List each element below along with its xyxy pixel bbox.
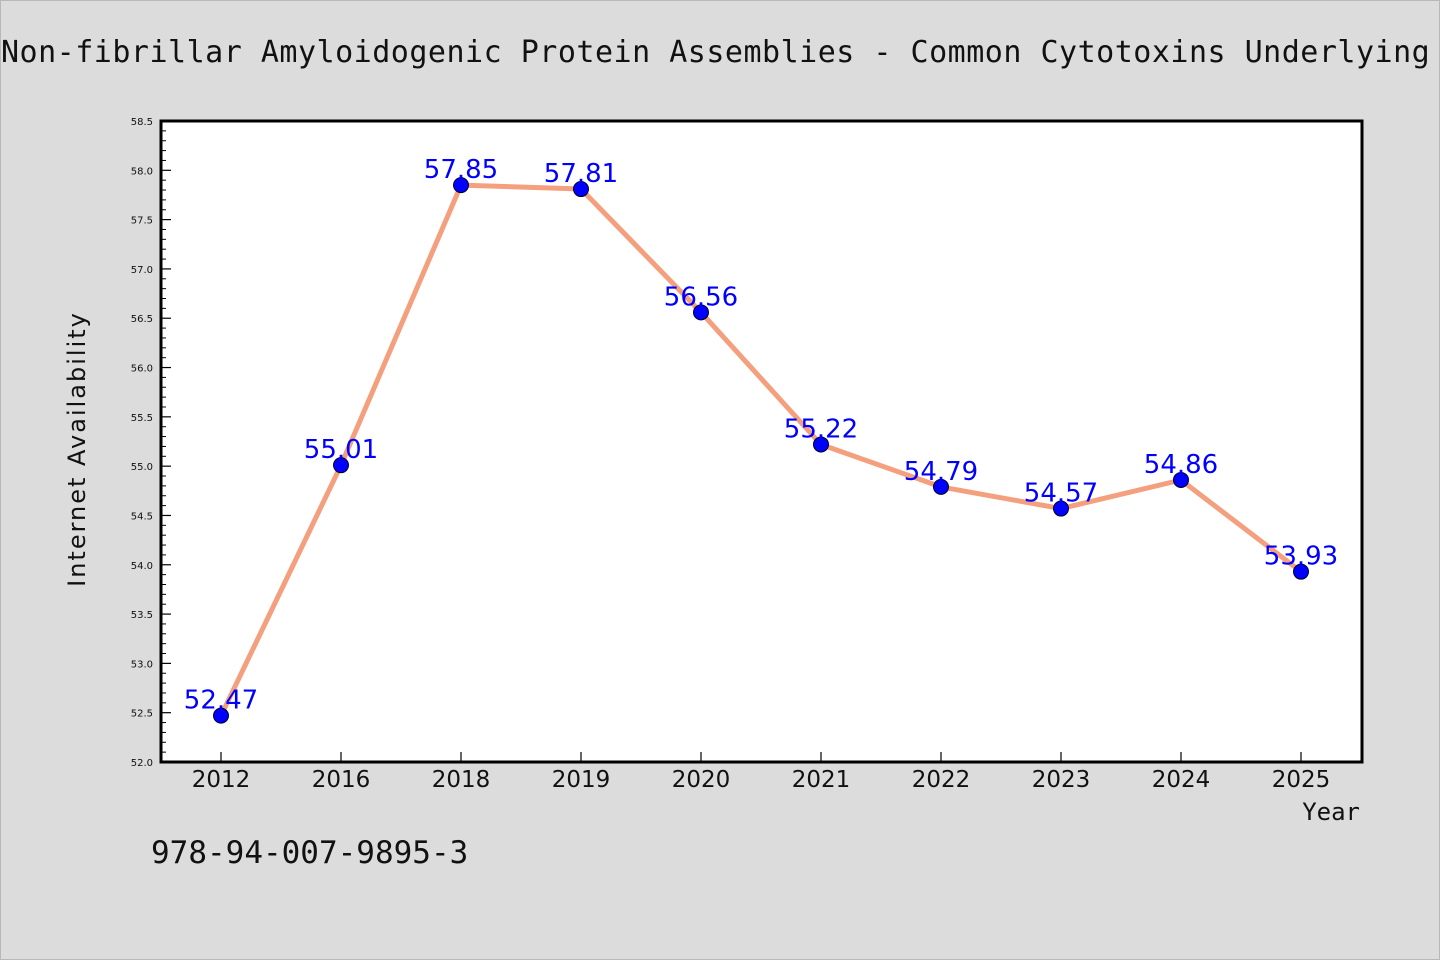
x-tick-label: 2024 <box>1152 767 1211 793</box>
data-point <box>573 181 589 198</box>
x-tick-label: 2019 <box>552 767 611 793</box>
y-tick-label: 54.0 <box>131 561 153 572</box>
y-tick-label: 55.0 <box>131 462 153 473</box>
y-tick-label: 57.5 <box>131 216 153 227</box>
y-tick-label: 56.0 <box>131 364 153 375</box>
data-label: 52.47 <box>184 686 258 716</box>
isbn-footer: 978-94-007-9895-3 <box>151 835 469 871</box>
chart-title: Non-fibrillar Amyloidogenic Protein Asse… <box>1 35 1440 70</box>
x-axis-title: Year <box>1302 798 1360 826</box>
x-tick-label: 2022 <box>912 767 971 793</box>
plot-area <box>159 119 1364 764</box>
y-tick-label: 58.5 <box>131 117 153 128</box>
y-tick-label: 56.5 <box>131 314 153 325</box>
data-labels: 52.47 55.01 57.85 57.81 56.56 55.22 54.79 54.57… <box>184 155 1338 716</box>
y-tick-label: 54.5 <box>131 511 153 522</box>
y-tick-label: 58.0 <box>131 166 153 177</box>
data-point <box>933 478 949 495</box>
data-label: 55.22 <box>784 414 858 444</box>
data-label: 57.81 <box>544 159 618 189</box>
x-tick-label: 2023 <box>1032 767 1091 793</box>
y-tick-label: 52.0 <box>131 758 153 769</box>
x-tick-label: 2025 <box>1272 767 1331 793</box>
data-label: 55.01 <box>304 435 378 465</box>
x-tick-label: 2012 <box>192 767 251 793</box>
y-tick-label: 55.5 <box>131 413 153 424</box>
data-label: 54.86 <box>1144 450 1218 480</box>
y-tick-label: 53.0 <box>131 659 153 670</box>
x-tick-label: 2018 <box>432 767 491 793</box>
data-point <box>1053 500 1069 517</box>
y-tick-label: 52.5 <box>131 709 153 720</box>
x-ticks <box>220 752 1302 762</box>
data-label: 54.57 <box>1024 479 1098 509</box>
x-tick-labels: 2012 2016 2018 2019 2020 2021 2022 2023 2024 2025 <box>192 767 1331 793</box>
y-tick-label: 53.5 <box>131 610 153 621</box>
y-axis-title: Internet Availability <box>63 311 91 587</box>
data-point <box>1293 563 1309 580</box>
data-point <box>693 304 709 321</box>
data-label: 53.93 <box>1264 542 1338 572</box>
data-point <box>333 457 349 474</box>
series-line <box>218 182 1304 719</box>
x-tick-label: 2016 <box>312 767 371 793</box>
y-tick-label: 57.0 <box>131 265 153 276</box>
data-point <box>453 177 469 194</box>
x-tick-label: 2020 <box>672 767 731 793</box>
y-ticks <box>161 120 171 763</box>
data-point <box>213 707 229 724</box>
x-tick-label: 2021 <box>792 767 851 793</box>
data-label: 56.56 <box>664 282 738 312</box>
y-tick-labels: 52.0 52.5 53.0 53.5 54.0 54.5 55.0 55.5 56.0 56.5… <box>131 117 153 769</box>
data-label: 54.79 <box>904 457 978 487</box>
data-point <box>1173 471 1189 488</box>
data-label: 57.85 <box>424 155 498 185</box>
data-point <box>813 436 829 453</box>
data-points <box>213 177 1309 724</box>
